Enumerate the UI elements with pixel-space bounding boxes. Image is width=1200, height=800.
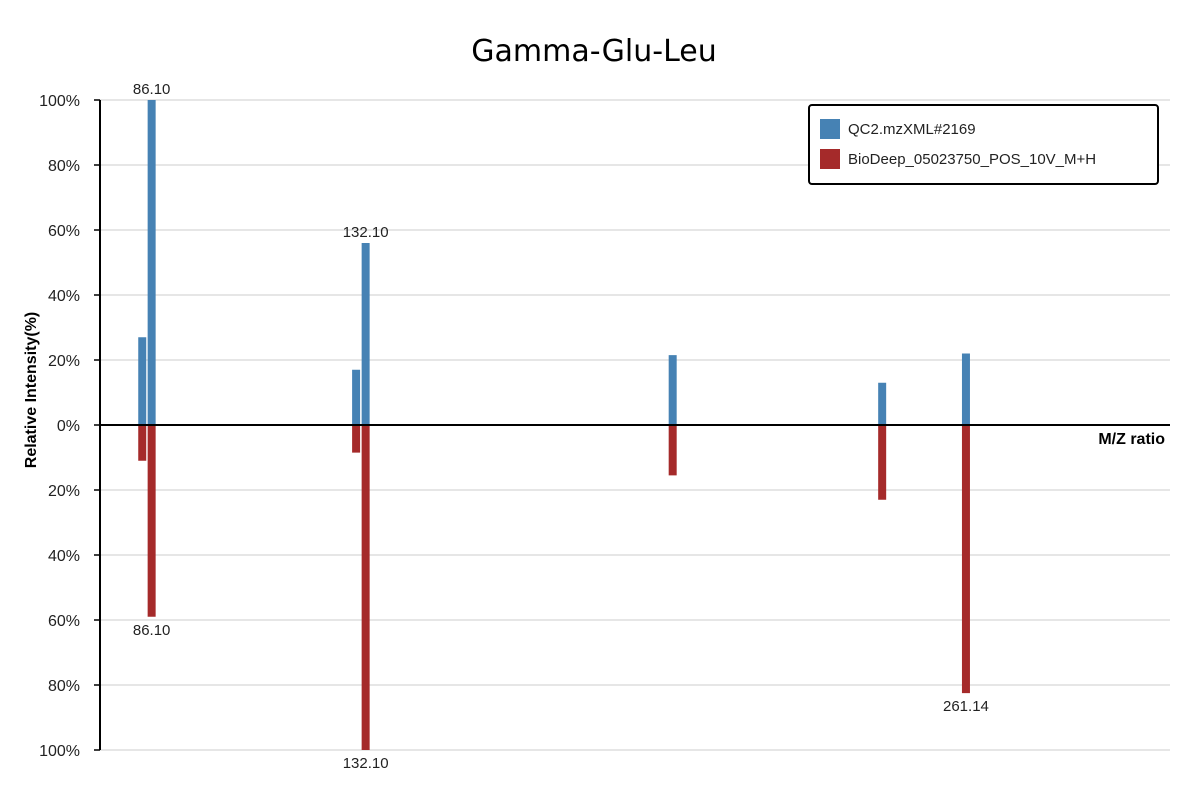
legend-label-qc2: QC2.mzXML#2169 xyxy=(848,121,976,138)
peak-bar-reference-6 xyxy=(961,425,970,694)
y-tick-label-top-1: 20% xyxy=(48,353,80,370)
peak-label-sample-1: 86.10 xyxy=(133,81,171,98)
peak-bar-sample-5 xyxy=(878,382,887,425)
y-tick-label-bottom-0: 20% xyxy=(48,483,80,500)
legend-swatch-qc2 xyxy=(820,119,840,139)
peak-bar-sample-3 xyxy=(361,243,370,425)
peak-bar-reference-2 xyxy=(352,425,361,453)
peak-labels: 86.10 132.10 86.10 132.10 261.14 xyxy=(133,81,989,772)
y-tick-label-top-2: 40% xyxy=(48,288,80,305)
peak-label-reference-1: 86.10 xyxy=(133,622,171,639)
y-tick-label-top-0: 0% xyxy=(57,418,80,435)
peak-bar-reference-1 xyxy=(147,425,156,617)
peak-bars xyxy=(138,100,970,750)
y-tick-label-bottom-4: 100% xyxy=(39,743,80,760)
peak-bar-reference-5 xyxy=(878,425,887,500)
y-tick-label-bottom-3: 80% xyxy=(48,678,80,695)
y-tick-label-bottom-2: 60% xyxy=(48,613,80,630)
y-tick-label-top-4: 80% xyxy=(48,158,80,175)
chart-title: Gamma-Glu-Leu xyxy=(471,34,716,69)
peak-bar-sample-0 xyxy=(138,337,147,425)
legend-box xyxy=(808,104,1159,185)
x-axis-title: M/Z ratio xyxy=(1098,431,1165,448)
gridlines xyxy=(100,99,1170,751)
peak-label-reference-6: 261.14 xyxy=(943,698,989,715)
legend-label-biodeep: BioDeep_05023750_POS_10V_M+H xyxy=(848,151,1096,168)
y-tick-label-top-5: 100% xyxy=(39,93,80,110)
peak-bar-sample-4 xyxy=(668,355,677,425)
peak-bar-reference-0 xyxy=(138,425,147,461)
peak-bar-sample-1 xyxy=(147,100,156,425)
legend: QC2.mzXML#2169 BioDeep_05023750_POS_10V_… xyxy=(808,104,1159,185)
peak-bar-sample-6 xyxy=(961,353,970,425)
peak-label-reference-3: 132.10 xyxy=(343,755,389,772)
peak-label-sample-3: 132.10 xyxy=(343,224,389,241)
y-tick-label-top-3: 60% xyxy=(48,223,80,240)
peak-bar-sample-2 xyxy=(352,369,361,425)
axes xyxy=(99,100,1170,750)
y-axis-title: Relative Intensity(%) xyxy=(23,312,40,468)
legend-swatch-biodeep xyxy=(820,149,840,169)
y-tick-labels: 0% 20% 40% 60% 80% 100% 20% 40% 60% 80% 100% xyxy=(39,93,100,760)
peak-bar-reference-3 xyxy=(361,425,370,750)
y-tick-label-bottom-1: 40% xyxy=(48,548,80,565)
peak-bar-reference-4 xyxy=(668,425,677,476)
